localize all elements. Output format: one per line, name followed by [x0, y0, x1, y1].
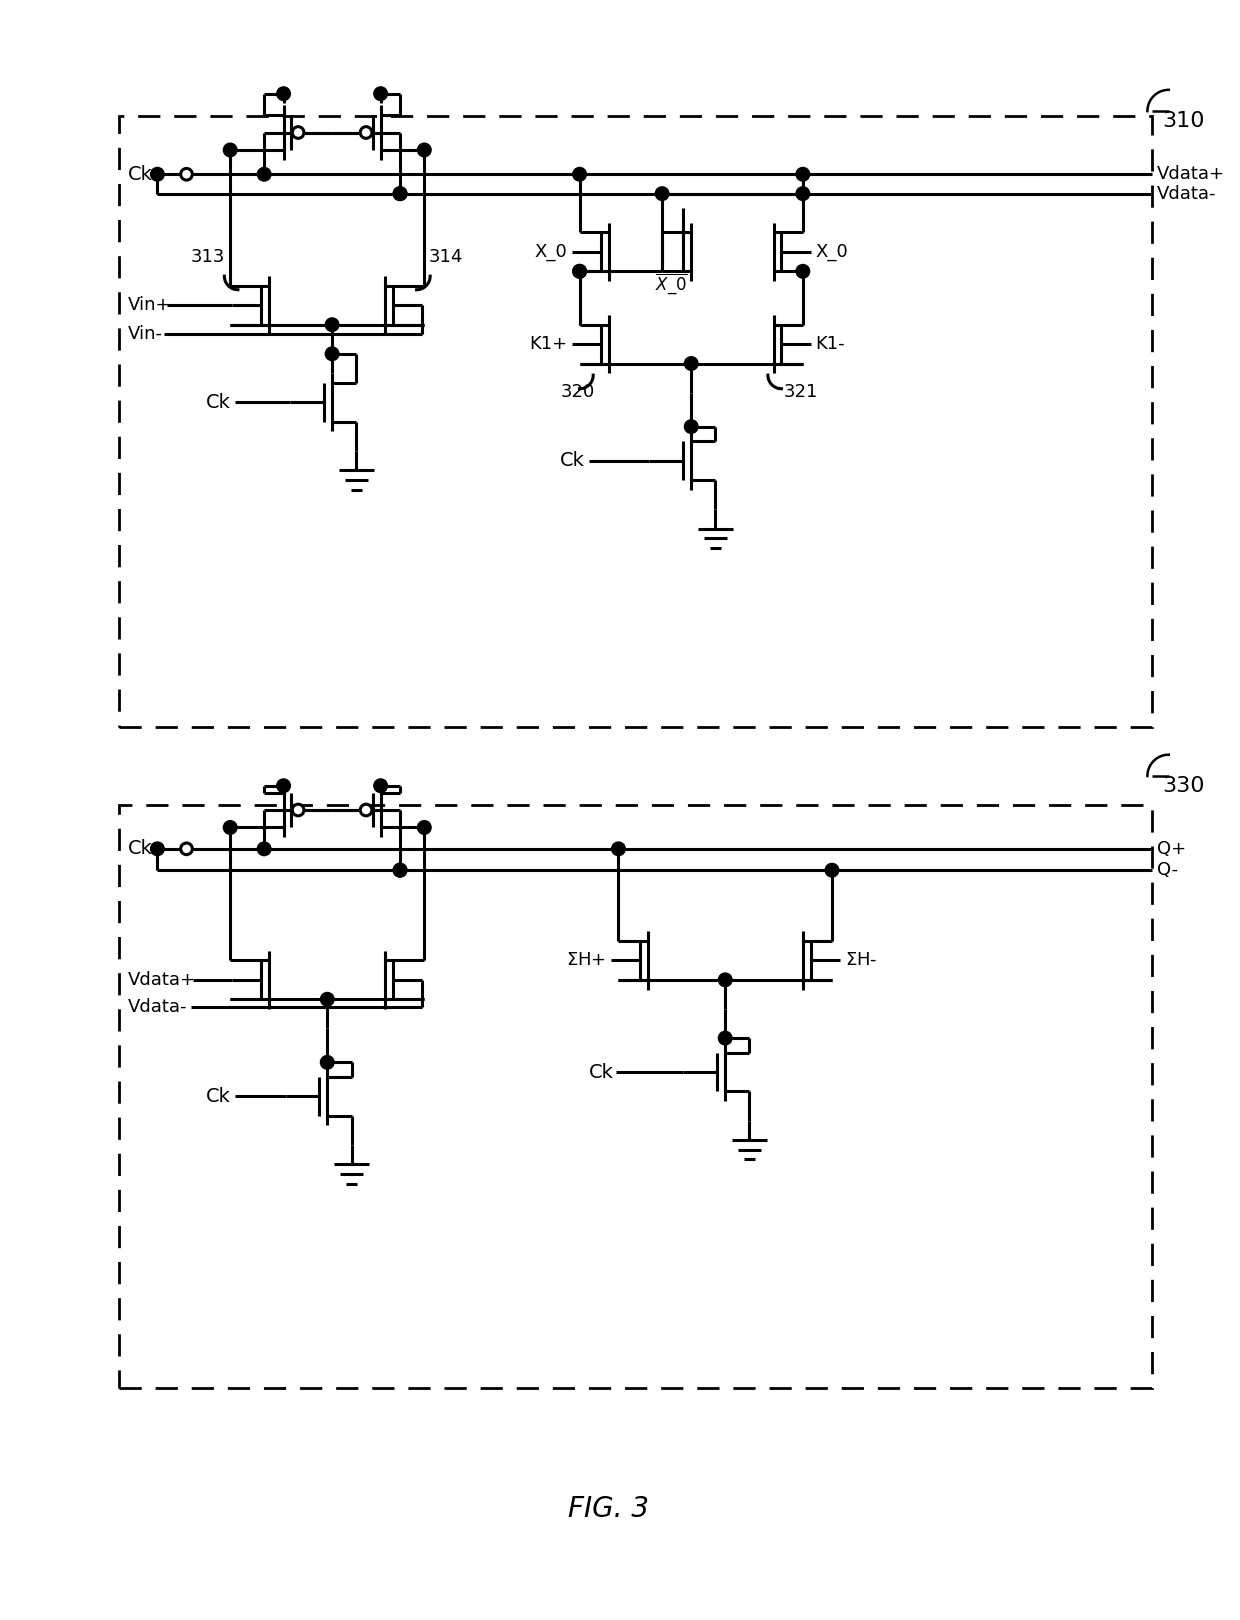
Circle shape [573, 264, 587, 279]
Text: K1-: K1- [816, 335, 846, 353]
Circle shape [718, 1032, 732, 1045]
Text: $\overline{X\_0}$: $\overline{X\_0}$ [655, 271, 688, 296]
Circle shape [393, 186, 407, 201]
Circle shape [277, 779, 290, 792]
Text: $\Sigma$H+: $\Sigma$H+ [565, 951, 606, 969]
Text: Q+: Q+ [1157, 839, 1187, 859]
Text: Ck: Ck [128, 165, 154, 183]
Text: X_0: X_0 [534, 243, 567, 261]
Circle shape [325, 318, 339, 332]
Text: 310: 310 [1162, 112, 1204, 131]
Text: Vdata-: Vdata- [128, 998, 187, 1016]
Circle shape [825, 863, 838, 876]
Circle shape [684, 356, 698, 371]
Circle shape [655, 186, 668, 201]
Circle shape [361, 804, 372, 816]
Circle shape [258, 167, 272, 181]
Text: Vin-: Vin- [128, 326, 164, 343]
Text: Ck: Ck [206, 1087, 231, 1106]
Text: Ck: Ck [589, 1063, 614, 1082]
Circle shape [393, 863, 407, 876]
Circle shape [320, 993, 334, 1006]
Circle shape [223, 821, 237, 834]
Circle shape [150, 167, 164, 181]
Circle shape [150, 842, 164, 855]
Circle shape [573, 167, 587, 181]
Text: X_0: X_0 [816, 243, 848, 261]
Circle shape [373, 87, 387, 100]
Circle shape [325, 347, 339, 361]
Text: 320: 320 [560, 382, 594, 400]
Text: Ck: Ck [560, 450, 585, 470]
Circle shape [718, 974, 732, 987]
Text: Q-: Q- [1157, 862, 1178, 880]
Text: 314: 314 [429, 248, 464, 266]
Circle shape [277, 87, 290, 100]
Circle shape [418, 821, 432, 834]
Text: 321: 321 [784, 382, 818, 400]
Text: K1+: K1+ [529, 335, 567, 353]
Circle shape [223, 143, 237, 157]
Circle shape [393, 863, 407, 876]
Circle shape [393, 186, 407, 201]
Circle shape [181, 168, 192, 180]
Circle shape [684, 420, 698, 434]
Circle shape [573, 264, 587, 279]
Circle shape [181, 842, 192, 855]
Circle shape [796, 167, 810, 181]
Text: 330: 330 [1162, 776, 1204, 795]
Circle shape [418, 143, 432, 157]
Text: $\Sigma$H-: $\Sigma$H- [844, 951, 877, 969]
Text: Ck: Ck [206, 392, 231, 411]
Text: Ck: Ck [128, 839, 154, 859]
Circle shape [258, 842, 272, 855]
Circle shape [611, 842, 625, 855]
Circle shape [361, 126, 372, 138]
Circle shape [320, 1056, 334, 1069]
Circle shape [293, 126, 304, 138]
Circle shape [373, 779, 387, 792]
Circle shape [293, 804, 304, 816]
Circle shape [796, 186, 810, 201]
Text: 313: 313 [191, 248, 226, 266]
Text: Vdata+: Vdata+ [1157, 165, 1225, 183]
Text: Vin+: Vin+ [128, 296, 172, 314]
Circle shape [796, 264, 810, 279]
Text: FIG. 3: FIG. 3 [568, 1495, 650, 1523]
Text: Vdata-: Vdata- [1157, 185, 1216, 202]
Text: Vdata+: Vdata+ [128, 970, 196, 988]
